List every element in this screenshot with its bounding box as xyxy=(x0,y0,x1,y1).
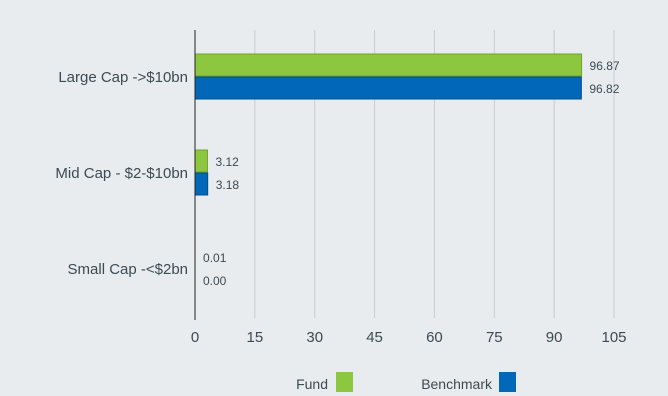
x-tick-label: 105 xyxy=(601,329,626,346)
x-tick-label: 90 xyxy=(546,329,563,346)
data-label: 96.82 xyxy=(589,82,619,96)
data-label: 3.12 xyxy=(215,155,239,169)
legend-label: Fund xyxy=(296,376,328,392)
x-tick-label: 30 xyxy=(306,329,323,346)
x-tick-label: 0 xyxy=(191,329,199,346)
benchmark-bar[interactable] xyxy=(194,76,582,100)
benchmark-legend-swatch[interactable] xyxy=(499,372,516,392)
data-label: 96.87 xyxy=(590,59,620,73)
fund-bar[interactable] xyxy=(194,149,208,173)
data-label: 0.01 xyxy=(203,251,227,265)
category-label: Small Cap -<$2bn xyxy=(68,261,188,278)
benchmark-bar[interactable] xyxy=(194,172,209,196)
x-tick-label: 75 xyxy=(486,329,503,346)
data-label: 3.18 xyxy=(216,178,240,192)
category-label: Large Cap ->$10bn xyxy=(58,69,188,86)
x-tick-label: 45 xyxy=(366,329,383,346)
x-tick-label: 15 xyxy=(247,329,264,346)
bars xyxy=(194,53,583,268)
legend: Fund Benchmark xyxy=(296,372,516,392)
legend-label: Benchmark xyxy=(421,376,493,392)
labels: 0 15 30 45 60 75 90 105 Large Cap ->$10bn 96.87 96… xyxy=(55,59,626,346)
fund-bar[interactable] xyxy=(194,53,583,77)
category-label: Mid Cap - $2-$10bn xyxy=(55,165,188,182)
data-label: 0.00 xyxy=(203,274,227,288)
x-tick-label: 60 xyxy=(426,329,443,346)
fund-legend-swatch[interactable] xyxy=(336,372,353,392)
